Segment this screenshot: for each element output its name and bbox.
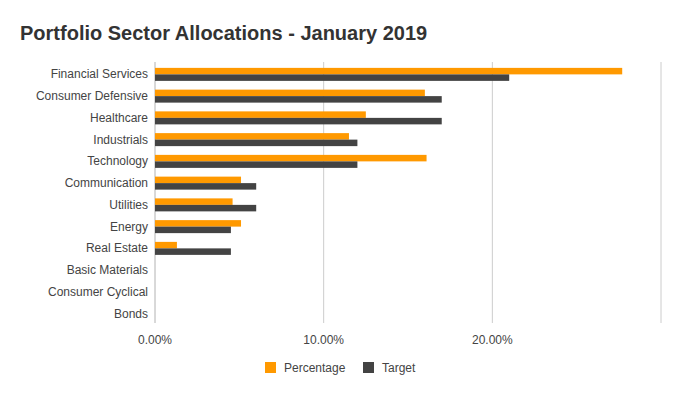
category-label: Communication [65,176,148,190]
tick-label: 10.00% [303,333,344,347]
bar [155,198,233,205]
category-label: Financial Services [51,67,148,81]
bar [155,264,156,271]
bar [155,140,357,147]
bar [155,285,156,292]
bar [155,68,622,75]
bar [155,161,357,168]
tick-label: 20.00% [472,333,513,347]
legend: Percentage Target [265,361,416,375]
category-label: Consumer Cyclical [48,285,148,299]
chart-container: Portfolio Sector Allocations - January 2… [0,0,681,395]
bar [155,307,156,314]
bar [155,155,427,162]
grid [155,62,661,323]
bar [155,220,241,227]
bar [155,111,366,118]
category-label: Real Estate [86,241,148,255]
bar [155,248,231,255]
legend-label: Percentage [284,361,346,375]
category-label: Industrials [93,133,148,147]
axis-end [661,62,662,323]
chart-title: Portfolio Sector Allocations - January 2… [20,22,427,44]
category-label: Consumer Defensive [36,89,148,103]
category-label: Technology [87,154,148,168]
bar [155,90,425,97]
category-label: Healthcare [90,111,148,125]
bar [155,205,256,212]
bar [155,177,241,184]
bar [155,242,177,249]
bar [155,133,349,140]
bar [155,74,509,81]
legend-label: Target [382,361,416,375]
category-label: Basic Materials [67,263,148,277]
grid-line [492,62,493,323]
bar [155,227,231,234]
bar [155,314,156,321]
chart-svg: Portfolio Sector Allocations - January 2… [0,0,681,395]
category-label: Utilities [109,198,148,212]
tick-label: 0.00% [138,333,172,347]
bars [155,68,622,255]
bar [155,118,442,125]
legend-swatch [265,362,276,373]
bar [155,96,442,103]
legend-swatch [363,362,374,373]
category-label: Bonds [114,307,148,321]
bar [155,292,156,299]
bar [155,270,156,277]
category-label: Energy [110,220,148,234]
bar [155,183,256,190]
